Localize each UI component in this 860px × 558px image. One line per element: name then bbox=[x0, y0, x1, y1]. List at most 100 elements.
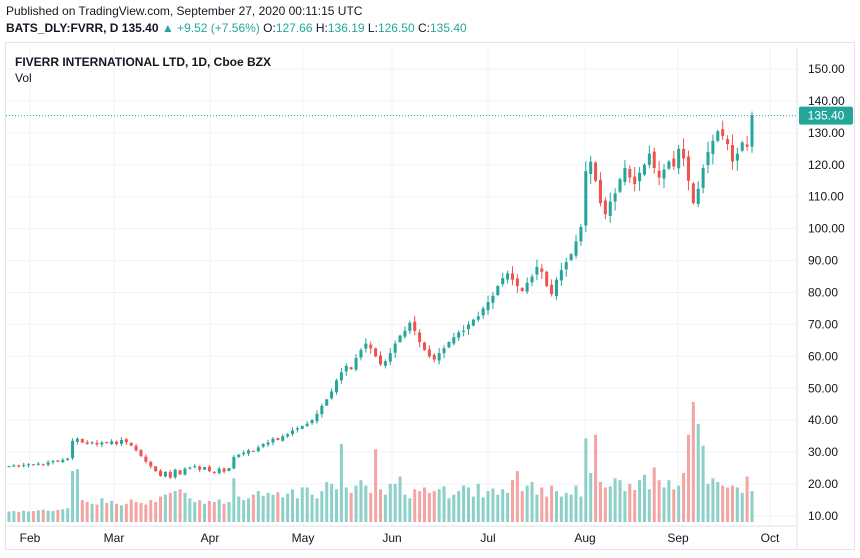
volume-bar bbox=[212, 502, 216, 522]
candle-body bbox=[657, 170, 661, 178]
volume-bar bbox=[559, 496, 563, 522]
low-label: L: bbox=[367, 21, 378, 35]
close-label: C: bbox=[417, 21, 430, 35]
candle-body bbox=[247, 450, 251, 454]
candle-body bbox=[286, 434, 290, 437]
candle-body bbox=[369, 344, 373, 349]
candle-body bbox=[374, 348, 378, 357]
candle-body bbox=[232, 456, 236, 469]
high-value: 136.19 bbox=[327, 21, 365, 35]
x-tick-label: Mar bbox=[104, 531, 125, 545]
volume-bar bbox=[374, 449, 378, 522]
candle-body bbox=[154, 466, 158, 472]
volume-bar bbox=[652, 467, 656, 522]
candle-body bbox=[105, 442, 109, 444]
candle-body bbox=[711, 140, 715, 154]
volume-bar bbox=[61, 509, 65, 522]
chart-frame[interactable] bbox=[5, 42, 855, 550]
x-tick-label: Apr bbox=[201, 531, 220, 545]
volume-bar bbox=[457, 491, 461, 522]
candle-body bbox=[413, 321, 417, 331]
volume-bar bbox=[359, 480, 363, 522]
candle-body bbox=[300, 425, 304, 429]
candle-body bbox=[261, 444, 265, 447]
volume-bar bbox=[281, 497, 285, 522]
x-tick-label: Feb bbox=[20, 531, 41, 545]
volume-bar bbox=[80, 500, 84, 522]
candle-body bbox=[31, 464, 35, 466]
volume-bar bbox=[36, 510, 40, 522]
candle-body bbox=[349, 367, 353, 370]
candle-body bbox=[574, 241, 578, 256]
candle-body bbox=[682, 148, 686, 159]
volume-bar bbox=[569, 494, 573, 522]
volume-bar bbox=[310, 494, 314, 522]
candle-body bbox=[320, 405, 324, 415]
volume-bar bbox=[481, 497, 485, 522]
candle-body bbox=[496, 286, 500, 296]
candle-body bbox=[564, 262, 568, 270]
candle-body bbox=[129, 442, 133, 446]
volume-bar bbox=[139, 503, 143, 522]
candle-body bbox=[66, 458, 70, 460]
volume-bar bbox=[378, 489, 383, 522]
volume-bar bbox=[447, 498, 451, 522]
last-price: 135.40 bbox=[121, 21, 159, 35]
candle-body bbox=[466, 324, 471, 330]
volume-bar bbox=[110, 500, 114, 522]
volume-bar bbox=[383, 494, 387, 522]
candle-body bbox=[691, 183, 695, 204]
volume-bar bbox=[388, 483, 392, 522]
candle-body bbox=[188, 467, 192, 469]
x-axis[interactable]: Feb Mar Apr May Jun Jul Aug Sep Oct bbox=[6, 525, 797, 545]
volume-bar bbox=[594, 434, 598, 522]
volume-bar bbox=[51, 511, 55, 522]
volume-bar bbox=[696, 423, 700, 522]
candle-body bbox=[334, 380, 339, 393]
volume-label: Vol bbox=[15, 71, 32, 85]
volume-bar bbox=[75, 469, 79, 522]
last-price-badge bbox=[799, 106, 853, 125]
y-tick-label: 30.00 bbox=[808, 445, 838, 459]
candle-body bbox=[432, 354, 436, 360]
candle-body bbox=[667, 161, 671, 169]
volume-bar bbox=[115, 503, 119, 522]
volume-bar bbox=[740, 492, 744, 522]
y-axis[interactable]: 150.00 140.00 130.00 120.00 110.00 100.00 90.0… bbox=[796, 48, 845, 549]
candle-body bbox=[144, 456, 148, 462]
candle-body bbox=[290, 430, 295, 434]
volume-bar bbox=[183, 492, 187, 522]
candle-body bbox=[237, 454, 241, 457]
candle-body bbox=[716, 131, 720, 141]
candle-body bbox=[476, 316, 480, 320]
candle-body bbox=[36, 463, 40, 465]
candle-body bbox=[745, 144, 749, 147]
volume-bar bbox=[17, 511, 21, 522]
candle-body bbox=[721, 129, 725, 137]
volume-bar bbox=[247, 498, 251, 522]
candle-body bbox=[173, 469, 177, 478]
candle-body bbox=[119, 440, 123, 444]
volume-bar bbox=[193, 502, 197, 522]
volume-bar bbox=[584, 438, 588, 522]
volume-bar bbox=[344, 487, 348, 522]
candle-body bbox=[515, 278, 519, 287]
volume-bar bbox=[520, 491, 524, 522]
y-tick-label: 20.00 bbox=[808, 477, 838, 491]
candle-body bbox=[207, 466, 211, 472]
volume-bar bbox=[27, 511, 31, 522]
y-tick-label: 120.00 bbox=[808, 158, 845, 172]
candles bbox=[7, 111, 754, 480]
candle-body bbox=[520, 288, 524, 291]
volume-bar bbox=[398, 476, 402, 522]
candle-body bbox=[525, 282, 529, 292]
candle-body bbox=[271, 438, 275, 443]
candle-body bbox=[701, 167, 705, 188]
volume-bar bbox=[134, 502, 138, 522]
candle-body bbox=[344, 365, 348, 372]
volume-bar bbox=[638, 480, 642, 522]
volume-bar bbox=[598, 482, 602, 522]
volume-bar bbox=[334, 489, 339, 522]
volume-bar bbox=[672, 489, 676, 522]
